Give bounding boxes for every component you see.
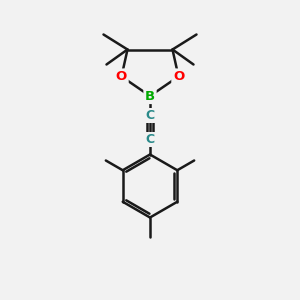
Text: B: B <box>145 89 155 103</box>
Text: C: C <box>146 133 154 146</box>
Text: O: O <box>173 70 184 83</box>
Text: C: C <box>146 109 154 122</box>
Text: O: O <box>116 70 127 83</box>
